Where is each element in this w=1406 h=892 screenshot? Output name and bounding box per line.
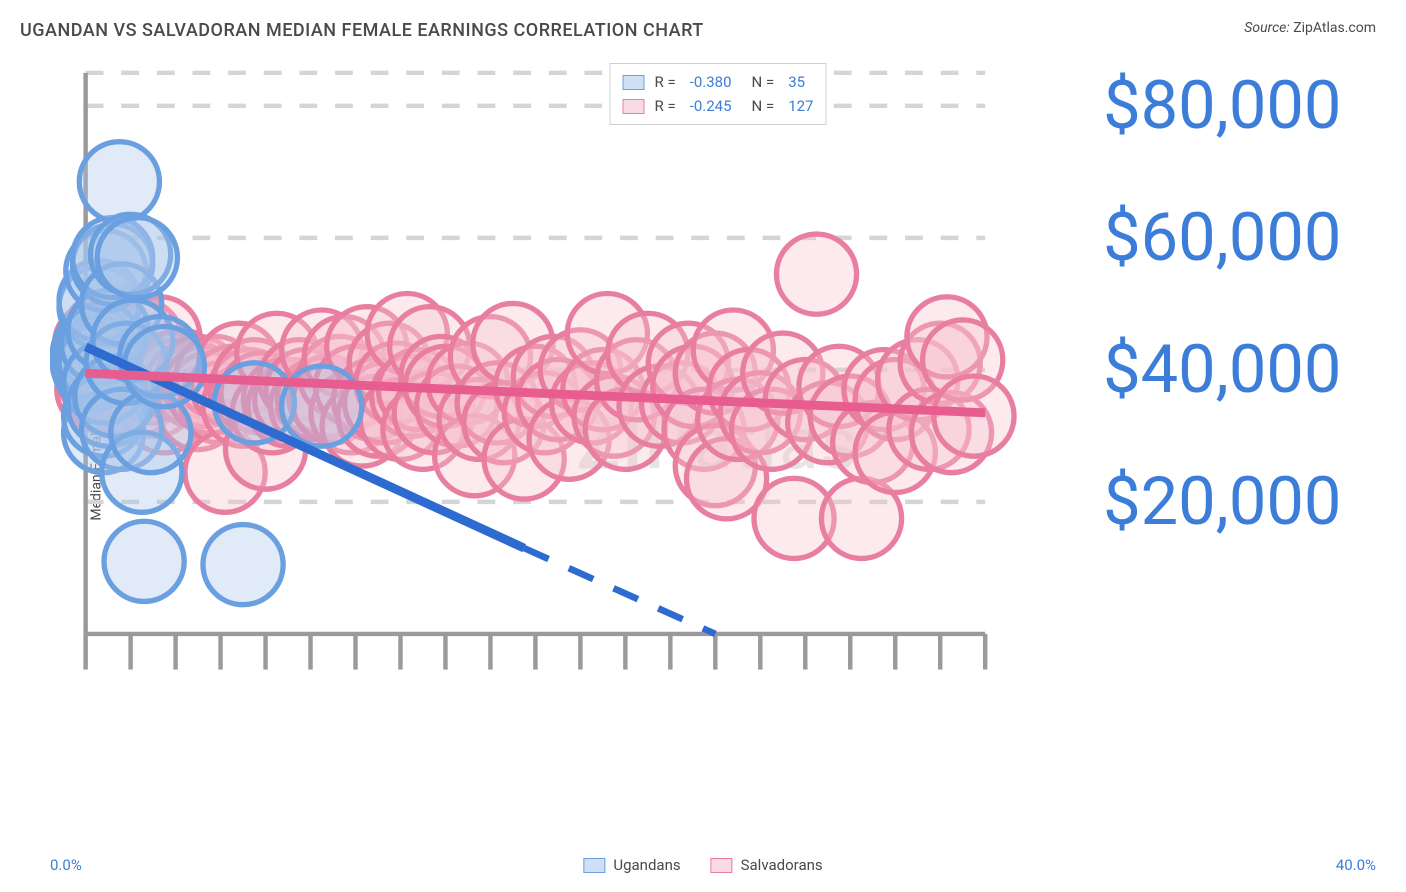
svg-text:$20,000: $20,000 [1103, 463, 1341, 541]
legend-swatch-salvadorans [711, 858, 733, 873]
chart-title: UGANDAN VS SALVADORAN MEDIAN FEMALE EARN… [20, 20, 704, 41]
n-value-ugandans: 35 [788, 70, 805, 94]
legend-row-salvadorans: R = -0.245 N = 127 [623, 94, 814, 118]
legend-item-salvadorans: Salvadorans [711, 856, 823, 874]
r-label: R = [655, 94, 676, 118]
n-label: N = [752, 70, 775, 94]
legend-swatch-salvadorans [623, 99, 645, 114]
legend-swatch-ugandans [623, 75, 645, 90]
n-label: N = [752, 94, 775, 118]
r-value-ugandans: -0.380 [690, 70, 732, 94]
correlation-legend: R = -0.380 N = 35 R = -0.245 N = 127 [610, 63, 827, 125]
legend-label-salvadorans: Salvadorans [741, 856, 823, 874]
scatter-plot: $20,000 $40,000 $60,000 $80,000 [50, 55, 1386, 723]
svg-text:$40,000: $40,000 [1103, 331, 1341, 409]
x-axis-min-label: 0.0% [50, 856, 82, 874]
r-value-salvadorans: -0.245 [690, 94, 732, 118]
legend-swatch-ugandans [583, 858, 605, 873]
legend-label-ugandans: Ugandans [613, 856, 680, 874]
svg-text:$60,000: $60,000 [1103, 199, 1341, 277]
r-label: R = [655, 70, 676, 94]
source-value: ZipAtlas.com [1293, 20, 1376, 36]
svg-text:$80,000: $80,000 [1103, 67, 1341, 145]
series-legend: Ugandans Salvadorans [583, 856, 822, 874]
n-value-salvadorans: 127 [788, 94, 813, 118]
legend-row-ugandans: R = -0.380 N = 35 [623, 70, 814, 94]
x-axis-max-label: 40.0% [1336, 856, 1376, 874]
chart-area: Median Female Earnings ZIPatlas R = -0.3… [50, 55, 1386, 832]
legend-item-ugandans: Ugandans [583, 856, 680, 874]
source-attribution: Source: ZipAtlas.com [1244, 20, 1376, 36]
source-label: Source: [1244, 20, 1289, 36]
